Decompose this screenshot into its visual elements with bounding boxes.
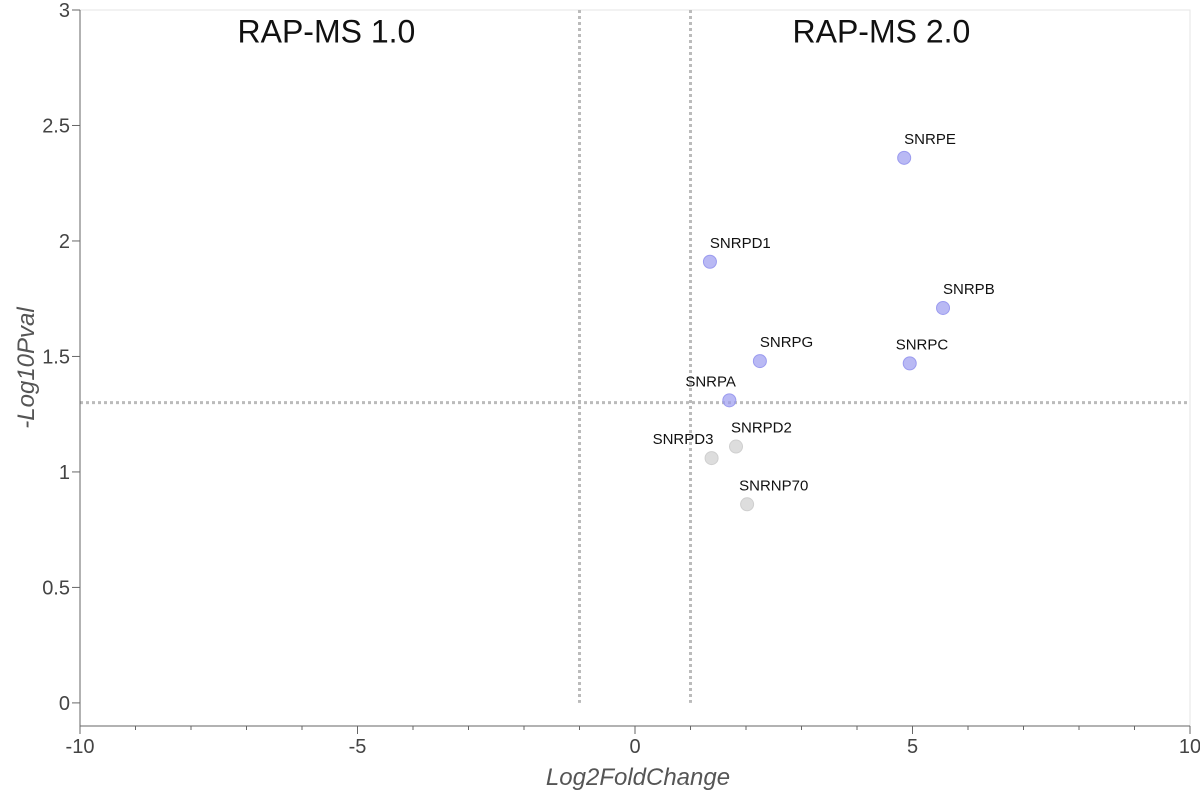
data-point (729, 439, 744, 454)
region-label: RAP-MS 1.0 (238, 14, 416, 50)
point-label: SNRPA (685, 373, 736, 390)
point-label: SNRPE (904, 131, 956, 148)
point-label: SNRPB (943, 281, 995, 298)
point-label: SNRPD2 (731, 420, 792, 437)
data-point (722, 393, 737, 408)
y-tick-label: 2.5 (42, 115, 70, 137)
y-axis-title: -Log10Pval (13, 307, 40, 429)
point-label: SNRPC (896, 336, 949, 353)
plot-area (79, 9, 1191, 727)
y-tick-label: 1 (59, 462, 70, 484)
data-point (752, 354, 767, 369)
data-point (740, 497, 755, 512)
y-tick-label: 2 (59, 231, 70, 253)
threshold-lines (80, 10, 1190, 703)
point-label: SNRNP70 (739, 477, 808, 494)
x-axis-title: Log2FoldChange (546, 764, 730, 791)
y-tick-label: 0.5 (42, 577, 70, 599)
y-tick-label: 0 (59, 693, 70, 715)
x-tick-label: 0 (629, 736, 640, 758)
data-point (704, 451, 719, 466)
x-tick-label: 5 (907, 736, 918, 758)
point-label: SNRPG (760, 334, 813, 351)
point-labels: SNRPE SNRPD1 SNRPB SNRPG SNRPC SNRPA SNRPD2 SNR… (653, 131, 995, 494)
x-tick-label: 10 (1179, 736, 1200, 758)
data-point (936, 300, 951, 315)
data-point (897, 150, 912, 165)
x-tick-label: -5 (349, 736, 367, 758)
data-point (902, 356, 917, 371)
region-labels: RAP-MS 1.0 RAP-MS 2.0 (238, 14, 971, 50)
point-label: SNRPD3 (653, 431, 714, 448)
y-tick-label: 3 (59, 0, 70, 22)
y-tick-label: 1.5 (42, 346, 70, 368)
region-label: RAP-MS 2.0 (793, 14, 971, 50)
data-point (702, 254, 717, 269)
x-tick-label: -10 (66, 736, 95, 758)
point-label: SNRPD1 (710, 235, 771, 252)
data-points (702, 150, 951, 512)
axes: -10 -5 0 5 10 0 0.5 1 1.5 2 2.5 3 (42, 0, 1200, 758)
